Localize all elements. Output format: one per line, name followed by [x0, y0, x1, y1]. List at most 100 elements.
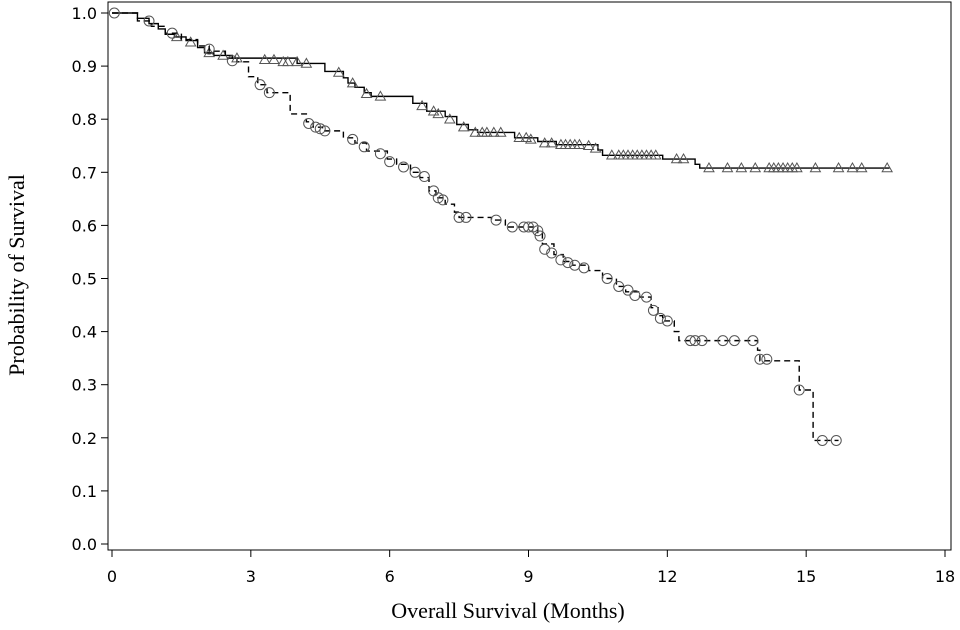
censor-marker-triangle [360, 87, 373, 98]
censor-marker-circle [358, 141, 370, 153]
censor-marker-triangle [487, 126, 500, 137]
censor-marker-triangle [203, 46, 216, 58]
censor-marker-circle [728, 335, 740, 347]
censor-marker-circle [490, 214, 502, 226]
y-tick-label: 1.0 [72, 4, 97, 23]
y-tick-label: 0.5 [72, 270, 97, 289]
censor-marker-circle [319, 125, 331, 137]
censor-marker-circle [816, 434, 828, 446]
censor-marker-triangle [427, 105, 440, 116]
y-tick-label: 0.0 [72, 535, 97, 554]
censor-marker-circle [622, 284, 634, 296]
y-tick-label: 0.9 [72, 57, 97, 76]
censor-marker-triangle [416, 99, 428, 111]
censor-marker-triangle [184, 36, 197, 47]
x-tick-label: 18 [935, 567, 955, 586]
censor-marker-triangle [268, 53, 280, 64]
censor-marker-triangle [649, 149, 662, 160]
censor-marker-triangle [735, 162, 748, 173]
censor-marker-triangle [749, 162, 762, 173]
censor-marker-triangle [703, 162, 715, 173]
x-tick-label: 12 [657, 567, 677, 586]
censor-marker-triangle [809, 162, 822, 173]
censor-marker-circle [384, 156, 396, 168]
censor-marker-triangle [300, 57, 313, 68]
x-tick-label: 6 [385, 567, 395, 586]
censor-marker-circle [506, 221, 518, 233]
censor-marker-triangle [791, 162, 803, 173]
censor-marker-circle [613, 280, 625, 292]
censor-marker-triangle [677, 153, 690, 164]
censor-marker-circle [578, 262, 590, 274]
censor-marker-triangle [374, 90, 387, 101]
x-tick-label: 15 [796, 567, 816, 586]
series-layer [108, 7, 894, 446]
censor-marker-triangle [721, 162, 734, 173]
censor-marker-triangle [457, 121, 470, 132]
censor-marker-circle [263, 87, 275, 99]
series-triangle [112, 12, 894, 173]
censor-marker-triangle [513, 131, 526, 143]
censor-marker-circle [437, 194, 449, 206]
censor-marker-circle [303, 117, 315, 129]
censor-marker-circle [428, 185, 440, 197]
censor-marker-circle [754, 353, 766, 365]
censor-marker-circle [601, 273, 613, 284]
censor-marker-circle [555, 254, 567, 266]
censor-marker-circle [761, 353, 773, 365]
censor-marker-circle [254, 79, 266, 91]
censor-marker-circle [532, 225, 544, 237]
censor-marker-circle [534, 230, 546, 242]
censor-marker-triangle [573, 138, 586, 149]
y-tick-label: 0.3 [72, 376, 97, 395]
censor-marker-circle [629, 289, 641, 301]
censor-marker-triangle [332, 66, 345, 77]
y-tick-label: 0.6 [72, 216, 97, 235]
censor-marker-circle [108, 7, 120, 19]
censor-marker-triangle [291, 55, 303, 67]
series-circle [108, 7, 842, 446]
y-axis: 0.0 0.1 0.2 0.3 0.4 0.5 0.6 0.7 0.8 0.9 1.0 [72, 4, 108, 554]
censor-marker-triangle [469, 126, 482, 137]
censor-marker-circle [203, 43, 215, 55]
censor-marker-circle [518, 221, 530, 233]
censor-marker-triangle [582, 139, 595, 150]
censor-marker-circle [398, 161, 410, 173]
censor-marker-triangle [443, 113, 456, 124]
y-tick-label: 0.2 [72, 429, 97, 448]
censor-marker-circle [793, 384, 805, 396]
censor-marker-circle [310, 121, 322, 133]
censor-marker-circle [696, 335, 708, 347]
censor-marker-triangle [545, 137, 558, 148]
survival-step-line [112, 12, 890, 169]
censor-marker-triangle [538, 137, 551, 148]
censor-marker-circle [226, 55, 238, 67]
censor-marker-triangle [605, 149, 618, 160]
censor-marker-circle [717, 335, 729, 347]
censor-marker-triangle [670, 153, 683, 164]
censor-marker-circle [654, 312, 666, 324]
x-axis-title: Overall Survival (Months) [391, 598, 624, 623]
survival-step-line [112, 12, 839, 442]
y-tick-label: 0.7 [72, 163, 97, 182]
y-axis-title: Probability of Survival [4, 174, 29, 376]
plot-frame [107, 1, 952, 551]
censor-marker-circle [689, 335, 701, 347]
censor-marker-triangle [589, 142, 602, 153]
censor-marker-circle [830, 434, 842, 446]
y-tick-label: 0.4 [72, 323, 97, 342]
censor-marker-triangle [258, 53, 271, 64]
censor-marker-triangle [432, 107, 445, 119]
x-tick-label: 0 [107, 567, 117, 586]
censor-marker-triangle [846, 162, 859, 173]
censor-marker-circle [641, 291, 653, 303]
censor-marker-circle [546, 247, 558, 259]
y-tick-label: 0.1 [72, 482, 97, 501]
censor-marker-circle [347, 133, 359, 145]
censor-marker-triangle [346, 77, 359, 88]
censor-marker-circle [418, 171, 430, 183]
censor-marker-circle [747, 335, 759, 347]
censor-marker-triangle [281, 55, 294, 67]
censor-marker-circle [453, 211, 465, 223]
